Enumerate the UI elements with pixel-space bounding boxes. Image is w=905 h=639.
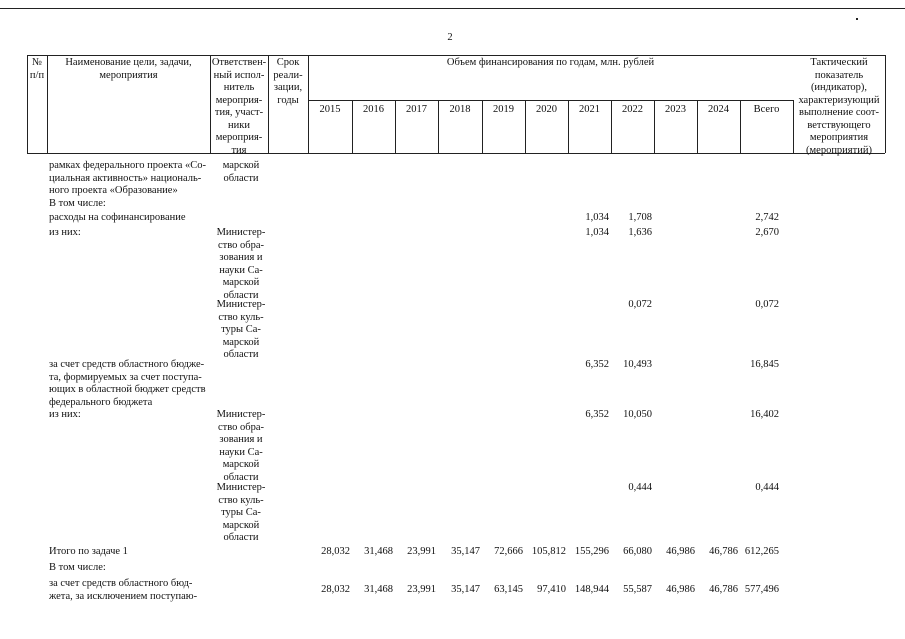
header-divider [47,55,48,153]
header-divider [308,55,309,153]
header-divider [438,100,439,153]
header-divider [27,55,28,153]
value-cell: 55,587 [623,584,652,595]
header-divider [395,100,396,153]
value-cell: 2,670 [755,227,779,238]
value-cell: 10,493 [623,359,652,370]
value-cell: 97,410 [537,584,566,595]
value-cell: 46,786 [709,546,738,557]
value-cell: 6,352 [585,409,609,420]
value-cell: 72,666 [494,546,523,557]
header-divider [568,100,569,153]
value-cell: 46,986 [666,584,695,595]
value-cell: 35,147 [451,546,480,557]
header-divider [611,100,612,153]
header-funding: Объем финансирования по годам, млн. рубл… [446,57,655,68]
value-cell: 66,080 [623,546,652,557]
header-divider [268,55,269,153]
value-cell: 6,352 [585,359,609,370]
row-executor: Министер- ство куль- туры Са- марской об… [216,299,266,360]
value-cell: 23,991 [407,546,436,557]
row-name: за счет средств областного бюд- жета, за… [49,578,198,602]
header-divider [210,55,211,153]
value-cell: 46,786 [709,584,738,595]
header-year: 2015 [319,104,341,115]
value-cell: 28,032 [321,584,350,595]
value-cell: 23,991 [407,584,436,595]
header-divider [793,100,794,153]
value-cell: 1,636 [628,227,652,238]
header-year: 2023 [665,104,686,115]
row-name: расходы на софинансирование [49,212,186,223]
header-rule [27,55,885,56]
page-number: 2 [447,32,453,43]
row-name: В том числе: [49,562,106,573]
header-year: 2022 [622,104,643,115]
header-year: 2021 [579,104,600,115]
header-divider [654,100,655,153]
value-cell: 577,496 [744,584,779,595]
header-term: Срок реали- зации, годы [273,57,303,106]
header-year: 2020 [536,104,557,115]
header-year: 2017 [406,104,427,115]
header-year: 2019 [493,104,514,115]
header-divider [525,100,526,153]
value-cell: 155,296 [574,546,609,557]
value-cell: 28,032 [321,546,350,557]
value-cell: 0,072 [755,299,779,310]
header-year: 2024 [708,104,729,115]
value-cell: 2,742 [755,212,779,223]
row-name: В том числе: [49,198,106,209]
row-executor: Министер- ство куль- туры Са- марской об… [216,482,266,543]
scan-edge [0,8,905,9]
value-cell: 10,050 [623,409,652,420]
value-cell: 0,444 [628,482,652,493]
value-cell: 1,708 [628,212,652,223]
row-name: рамках федерального проекта «Со- циальна… [49,160,207,196]
header-divider [697,100,698,153]
row-name: из них: [49,409,81,420]
row-executor: Министер- ство обра- зования и науки Са-… [216,409,266,483]
value-cell: 1,034 [585,212,609,223]
header-divider [482,100,483,153]
header-name: Наименование цели, задачи, мероприятия [65,57,192,81]
value-cell: 35,147 [451,584,480,595]
row-executor: Министер- ство обра- зования и науки Са-… [216,227,266,301]
header-number: № п/п [29,57,45,81]
value-cell: 16,845 [750,359,779,370]
header-divider [885,55,886,153]
header-year: 2018 [449,104,471,115]
speck [856,18,858,20]
value-cell: 612,265 [744,546,779,557]
value-cell: 46,986 [666,546,695,557]
row-name: из них: [49,227,81,238]
value-cell: 31,468 [364,584,393,595]
value-cell: 1,034 [585,227,609,238]
header-year: 2016 [363,104,384,115]
header-divider [740,100,741,153]
row-name: Итого по задаче 1 [49,546,128,557]
row-executor: марской области [222,160,260,184]
value-cell: 0,072 [628,299,652,310]
header-executor: Ответствен- ный испол- нитель мероприя- … [211,57,267,156]
header-rule [308,100,793,101]
value-cell: 148,944 [574,584,609,595]
value-cell: 63,145 [494,584,523,595]
row-name: за счет средств областного бюдже- та, фо… [49,359,206,408]
header-divider [352,100,353,153]
value-cell: 105,812 [531,546,566,557]
value-cell: 16,402 [750,409,779,420]
header-indicator: Тактический показатель (индикатор), хара… [798,57,880,156]
header-total: Всего [753,104,780,115]
value-cell: 31,468 [364,546,393,557]
value-cell: 0,444 [755,482,779,493]
header-rule [27,153,885,154]
